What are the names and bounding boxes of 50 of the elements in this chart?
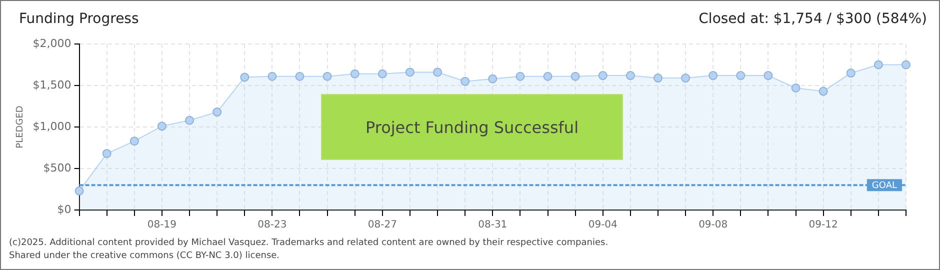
banner: Project Funding Successful [321, 94, 623, 160]
x-tick-label: 08-23 [258, 220, 287, 231]
point [543, 72, 552, 81]
point [708, 71, 718, 80]
point [185, 116, 194, 125]
y-tick-label: $1,000 [32, 120, 72, 133]
y-axis-title: PLEDGED [16, 106, 26, 148]
point [846, 68, 856, 78]
point [212, 108, 222, 117]
point [268, 72, 277, 81]
point [460, 76, 470, 86]
ref-line-label: GOAL [872, 180, 898, 191]
point [653, 74, 662, 83]
point [626, 71, 635, 80]
y-tick-label: $0 [57, 202, 72, 216]
point [102, 149, 112, 158]
point [764, 71, 773, 80]
point [130, 136, 139, 146]
point [874, 60, 883, 70]
point [736, 71, 746, 80]
point [405, 68, 414, 77]
x-tick-label: 09-04 [588, 220, 618, 231]
text: Shared under the creative commons (CC BY-NC 3.0) license. [9, 250, 281, 263]
point [378, 69, 387, 78]
point [433, 68, 442, 77]
point [516, 72, 525, 81]
point [681, 74, 690, 83]
point [240, 72, 250, 82]
text: (c)2025. Additional content provided by Michael Vasquez. Trademarks and related content are owned by their respective companies. [9, 237, 608, 250]
x-tick-label: 08-27 [368, 220, 397, 231]
point [488, 74, 498, 84]
x-tick-label: 08-31 [478, 220, 508, 231]
point [350, 69, 360, 78]
point [791, 83, 800, 92]
point [902, 60, 910, 70]
x-tick-label: 09-08 [698, 220, 728, 231]
point [295, 72, 304, 81]
point [570, 72, 580, 81]
point [598, 71, 608, 80]
text: Closed at: $1,754 / $300 (584%) [698, 11, 927, 27]
point [818, 86, 828, 96]
point [74, 186, 84, 196]
x-tick-label: 09-12 [808, 220, 838, 231]
chart-title: Funding Progress [19, 11, 139, 27]
x-tick-label: 08-19 [147, 220, 176, 231]
point [322, 72, 332, 81]
y-tick-label: $1,500 [32, 78, 72, 92]
point [157, 122, 166, 131]
y-tick-label: $500 [43, 161, 72, 174]
y-tick-label: $2,000 [32, 36, 72, 50]
